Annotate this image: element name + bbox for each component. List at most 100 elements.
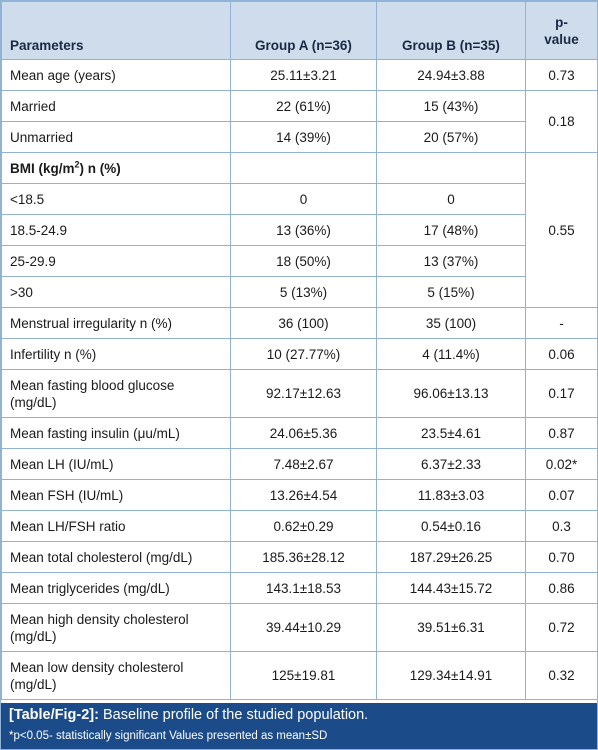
- group-a-value: 13.26±4.54: [230, 479, 377, 511]
- header-p-value-line1: p-: [555, 14, 568, 30]
- group-b-value: 6.37±2.33: [376, 448, 526, 480]
- group-b-value: 0.54±0.16: [376, 510, 526, 542]
- p-value: -: [525, 307, 598, 339]
- row-label: 18.5-24.9: [1, 214, 231, 246]
- group-b-value: 24.94±3.88: [376, 59, 526, 91]
- table-row: <18.5 0 0: [1, 183, 598, 215]
- p-value: 0.73: [525, 59, 598, 91]
- row-label: Married: [1, 90, 231, 122]
- table-row: 18.5-24.9 13 (36%) 17 (48%): [1, 214, 598, 246]
- group-a-value: 0: [230, 183, 377, 215]
- group-a-value: [230, 152, 377, 184]
- row-label: Mean FSH (IU/mL): [1, 479, 231, 511]
- group-a-value: 143.1±18.53: [230, 572, 377, 604]
- group-b-value: 4 (11.4%): [376, 338, 526, 370]
- group-b-value: 96.06±13.13: [376, 369, 526, 418]
- header-parameters: Parameters: [1, 1, 231, 60]
- group-a-value: 36 (100): [230, 307, 377, 339]
- caption-note: *p<0.05- statistically significant Value…: [9, 730, 328, 742]
- table-row: Unmarried 14 (39%) 20 (57%): [1, 121, 598, 153]
- p-value: 0.17: [525, 369, 598, 418]
- table-row: Mean total cholesterol (mg/dL) 185.36±28…: [1, 541, 598, 573]
- group-b-value: 5 (15%): [376, 276, 526, 308]
- table-row: BMI (kg/m2) n (%) 0.55: [1, 152, 598, 308]
- table-row: Mean fasting blood glucose (mg/dL) 92.17…: [1, 369, 598, 418]
- row-label: Menstrual irregularity n (%): [1, 307, 231, 339]
- caption-ref: [Table/Fig-2]:: [9, 707, 99, 723]
- group-a-value: 25.11±3.21: [230, 59, 377, 91]
- table-row: >30 5 (13%) 5 (15%): [1, 276, 598, 308]
- table-row: Mean triglycerides (mg/dL) 143.1±18.53 1…: [1, 572, 598, 604]
- group-b-value: 129.34±14.91: [376, 651, 526, 700]
- group-a-value: 22 (61%): [230, 90, 377, 122]
- p-value: 0.55: [525, 152, 598, 308]
- group-a-value: 13 (36%): [230, 214, 377, 246]
- p-value: 0.70: [525, 541, 598, 573]
- header-group-b: Group B (n=35): [376, 1, 526, 60]
- bmi-label-tail: ) n (%): [79, 160, 121, 176]
- group-b-value: 23.5±4.61: [376, 417, 526, 449]
- row-label: 25-29.9: [1, 245, 231, 277]
- row-label: BMI (kg/m2) n (%): [1, 152, 231, 184]
- header-p-value-line2: value: [544, 31, 579, 47]
- table-caption: [Table/Fig-2]: Baseline profile of the s…: [1, 703, 597, 749]
- table-row: Mean LH/FSH ratio 0.62±0.29 0.54±0.16 0.…: [1, 510, 598, 542]
- bmi-label-superscript: 2: [74, 159, 80, 169]
- group-a-value: 7.48±2.67: [230, 448, 377, 480]
- p-value: 0.86: [525, 572, 598, 604]
- group-a-value: 24.06±5.36: [230, 417, 377, 449]
- row-label: Mean fasting insulin (μu/mL): [1, 417, 231, 449]
- group-b-value: 15 (43%): [376, 90, 526, 122]
- group-b-value: 0: [376, 183, 526, 215]
- table-row: 25-29.9 18 (50%) 13 (37%): [1, 245, 598, 277]
- p-value: 0.3: [525, 510, 598, 542]
- group-a-value: 18 (50%): [230, 245, 377, 277]
- group-a-value: 92.17±12.63: [230, 369, 377, 418]
- group-a-value: 185.36±28.12: [230, 541, 377, 573]
- group-a-value: 10 (27.77%): [230, 338, 377, 370]
- p-value: 0.72: [525, 603, 598, 652]
- p-value: 0.07: [525, 479, 598, 511]
- group-a-value: 39.44±10.29: [230, 603, 377, 652]
- group-a-value: 14 (39%): [230, 121, 377, 153]
- row-label: >30: [1, 276, 231, 308]
- group-b-value: 144.43±15.72: [376, 572, 526, 604]
- group-a-value: 0.62±0.29: [230, 510, 377, 542]
- row-label: Unmarried: [1, 121, 231, 153]
- row-label: Mean triglycerides (mg/dL): [1, 572, 231, 604]
- group-a-value: 125±19.81: [230, 651, 377, 700]
- group-b-value: 11.83±3.03: [376, 479, 526, 511]
- table-row: Menstrual irregularity n (%) 36 (100) 35…: [1, 307, 598, 339]
- p-value: 0.06: [525, 338, 598, 370]
- group-b-value: 20 (57%): [376, 121, 526, 153]
- table-row: Mean LH (IU/mL) 7.48±2.67 6.37±2.33 0.02…: [1, 448, 598, 480]
- row-label: Mean age (years): [1, 59, 231, 91]
- p-value: 0.02*: [525, 448, 598, 480]
- group-b-value: 13 (37%): [376, 245, 526, 277]
- row-label: Mean total cholesterol (mg/dL): [1, 541, 231, 573]
- group-a-value: 5 (13%): [230, 276, 377, 308]
- group-b-value: 17 (48%): [376, 214, 526, 246]
- group-b-value: 39.51±6.31: [376, 603, 526, 652]
- table-header-row: Parameters Group A (n=36) Group B (n=35)…: [1, 1, 598, 60]
- table-row: Infertility n (%) 10 (27.77%) 4 (11.4%) …: [1, 338, 598, 370]
- row-label: <18.5: [1, 183, 231, 215]
- baseline-profile-table: Parameters Group A (n=36) Group B (n=35)…: [1, 1, 598, 700]
- row-label: Mean LH/FSH ratio: [1, 510, 231, 542]
- caption-title-text: Baseline profile of the studied populati…: [98, 707, 369, 723]
- group-b-value: [376, 152, 526, 184]
- p-value: 0.18: [525, 90, 598, 153]
- table-row: Mean age (years) 25.11±3.21 24.94±3.88 0…: [1, 59, 598, 91]
- row-label: Mean low density cholesterol (mg/dL): [1, 651, 231, 700]
- table-row: Mean FSH (IU/mL) 13.26±4.54 11.83±3.03 0…: [1, 479, 598, 511]
- table-row: Mean fasting insulin (μu/mL) 24.06±5.36 …: [1, 417, 598, 449]
- table-row: Mean high density cholesterol (mg/dL) 39…: [1, 603, 598, 652]
- header-p-value: p- value: [525, 1, 598, 60]
- bmi-label: BMI (kg/m: [10, 160, 75, 176]
- caption-title: [Table/Fig-2]: Baseline profile of the s…: [9, 707, 368, 723]
- group-b-value: 35 (100): [376, 307, 526, 339]
- row-label: Mean fasting blood glucose (mg/dL): [1, 369, 231, 418]
- p-value: 0.87: [525, 417, 598, 449]
- row-label: Mean LH (IU/mL): [1, 448, 231, 480]
- table-row: Mean low density cholesterol (mg/dL) 125…: [1, 651, 598, 700]
